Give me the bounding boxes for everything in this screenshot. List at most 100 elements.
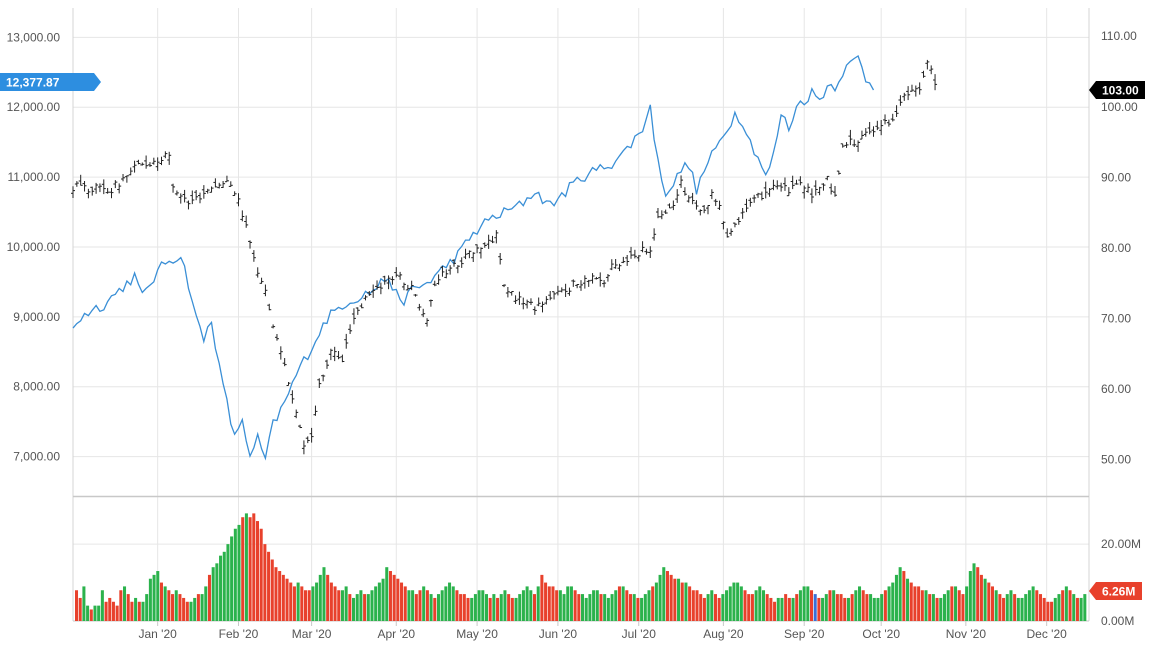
volume-bar (163, 586, 167, 621)
volume-bar (898, 567, 902, 621)
ohlc-bar (478, 247, 483, 259)
volume-bar (300, 586, 304, 621)
ohlc-bar (605, 274, 610, 282)
volume-bar (555, 590, 559, 621)
volume-bar (629, 594, 633, 621)
volume-bar (352, 597, 356, 621)
ohlc-bar (232, 191, 237, 196)
volume-bar (1024, 594, 1028, 621)
ohlc-bar (732, 222, 737, 228)
ohlc-price-bars (71, 59, 938, 455)
ohlc-bar (109, 188, 114, 199)
volume-bar (588, 594, 592, 621)
ohlc-bar (294, 409, 299, 419)
volume-bar (891, 582, 895, 621)
ohlc-bar (348, 324, 353, 334)
volume-last-value: 6.26M (1102, 585, 1135, 599)
volume-bar (285, 578, 289, 621)
volume-bar (492, 594, 496, 621)
volume-bar (725, 590, 729, 621)
ohlc-bar (809, 188, 814, 204)
volume-bar (677, 578, 681, 621)
volume-bar (1013, 594, 1017, 621)
ohlc-bar (859, 130, 864, 140)
ohlc-bar (829, 183, 834, 195)
ohlc-bar (401, 282, 406, 291)
ohlc-bar (386, 275, 391, 290)
ohlc-bar (575, 284, 580, 289)
x-tick-label: Mar '20 (292, 627, 332, 641)
ohlc-bar (298, 424, 303, 429)
ohlc-bar (194, 190, 199, 201)
volume-bar (824, 594, 828, 621)
volume-bar (141, 601, 145, 621)
ohlc-bar (909, 84, 914, 92)
ohlc-bar (71, 186, 75, 198)
volume-bar (226, 544, 230, 622)
volume-bar (828, 590, 832, 621)
volume-bar (894, 574, 898, 622)
ohlc-bar (105, 188, 110, 194)
volume-bar (1072, 594, 1076, 621)
volume-tick-label: 20.00M (1101, 537, 1141, 551)
ohlc-bar (625, 255, 630, 266)
volume-bar (706, 594, 710, 621)
volume-bar (381, 578, 385, 621)
ohlc-bar (151, 157, 156, 165)
ohlc-bar (648, 246, 653, 258)
ohlc-bar (617, 263, 622, 272)
volume-bar (665, 571, 669, 621)
ohlc-bar (498, 253, 503, 265)
left-tick-label: 12,000.00 (7, 100, 61, 114)
volume-bar (913, 586, 917, 621)
volume-bar (104, 601, 108, 621)
volume-bar (148, 578, 152, 621)
volume-bar (126, 594, 130, 621)
ohlc-bar (675, 189, 680, 203)
right-tick-label: 80.00 (1101, 241, 1131, 255)
ohlc-bar (398, 271, 403, 280)
ohlc-bar (301, 440, 306, 455)
ohlc-bar (74, 181, 79, 187)
ohlc-bar (694, 200, 699, 210)
volume-bar (1079, 597, 1083, 621)
x-tick-label: Feb '20 (219, 627, 259, 641)
volume-bar (473, 594, 477, 621)
x-tick-label: Aug '20 (703, 627, 744, 641)
volume-bar (581, 594, 585, 621)
volume-bar (289, 582, 293, 621)
ohlc-bar (363, 295, 368, 301)
ohlc-bar (852, 139, 857, 147)
ohlc-bar (655, 208, 660, 219)
volume-bar (617, 586, 621, 621)
ohlc-bar (436, 274, 441, 285)
volume-bar (702, 597, 706, 621)
volume-bar (920, 590, 924, 621)
ohlc-bar (144, 155, 149, 169)
volume-bar (817, 597, 821, 621)
ohlc-bar (817, 186, 822, 196)
ohlc-bar (394, 267, 399, 278)
ohlc-bar (890, 113, 895, 122)
ohlc-bar (621, 256, 626, 264)
volume-bar (1064, 586, 1068, 621)
ohlc-bar (825, 175, 830, 181)
x-tick-label: Oct '20 (862, 627, 900, 641)
volume-bar (115, 605, 119, 622)
ohlc-bar (321, 374, 326, 382)
x-tick-label: Jul '20 (622, 627, 657, 641)
volume-bar (662, 567, 666, 621)
volume-bar (791, 597, 795, 621)
ohlc-bar (513, 295, 518, 304)
volume-bar (200, 594, 204, 621)
ohlc-bar (663, 209, 668, 214)
volume-bar (787, 597, 791, 621)
left-last-value: 12,377.87 (6, 76, 60, 90)
volume-bar (606, 597, 610, 621)
volume-bar (1046, 601, 1050, 621)
ohlc-bar (274, 334, 279, 341)
volume-bar (939, 597, 943, 621)
ohlc-bar (475, 244, 480, 254)
volume-bar (230, 536, 234, 621)
volume-bar (292, 586, 296, 621)
